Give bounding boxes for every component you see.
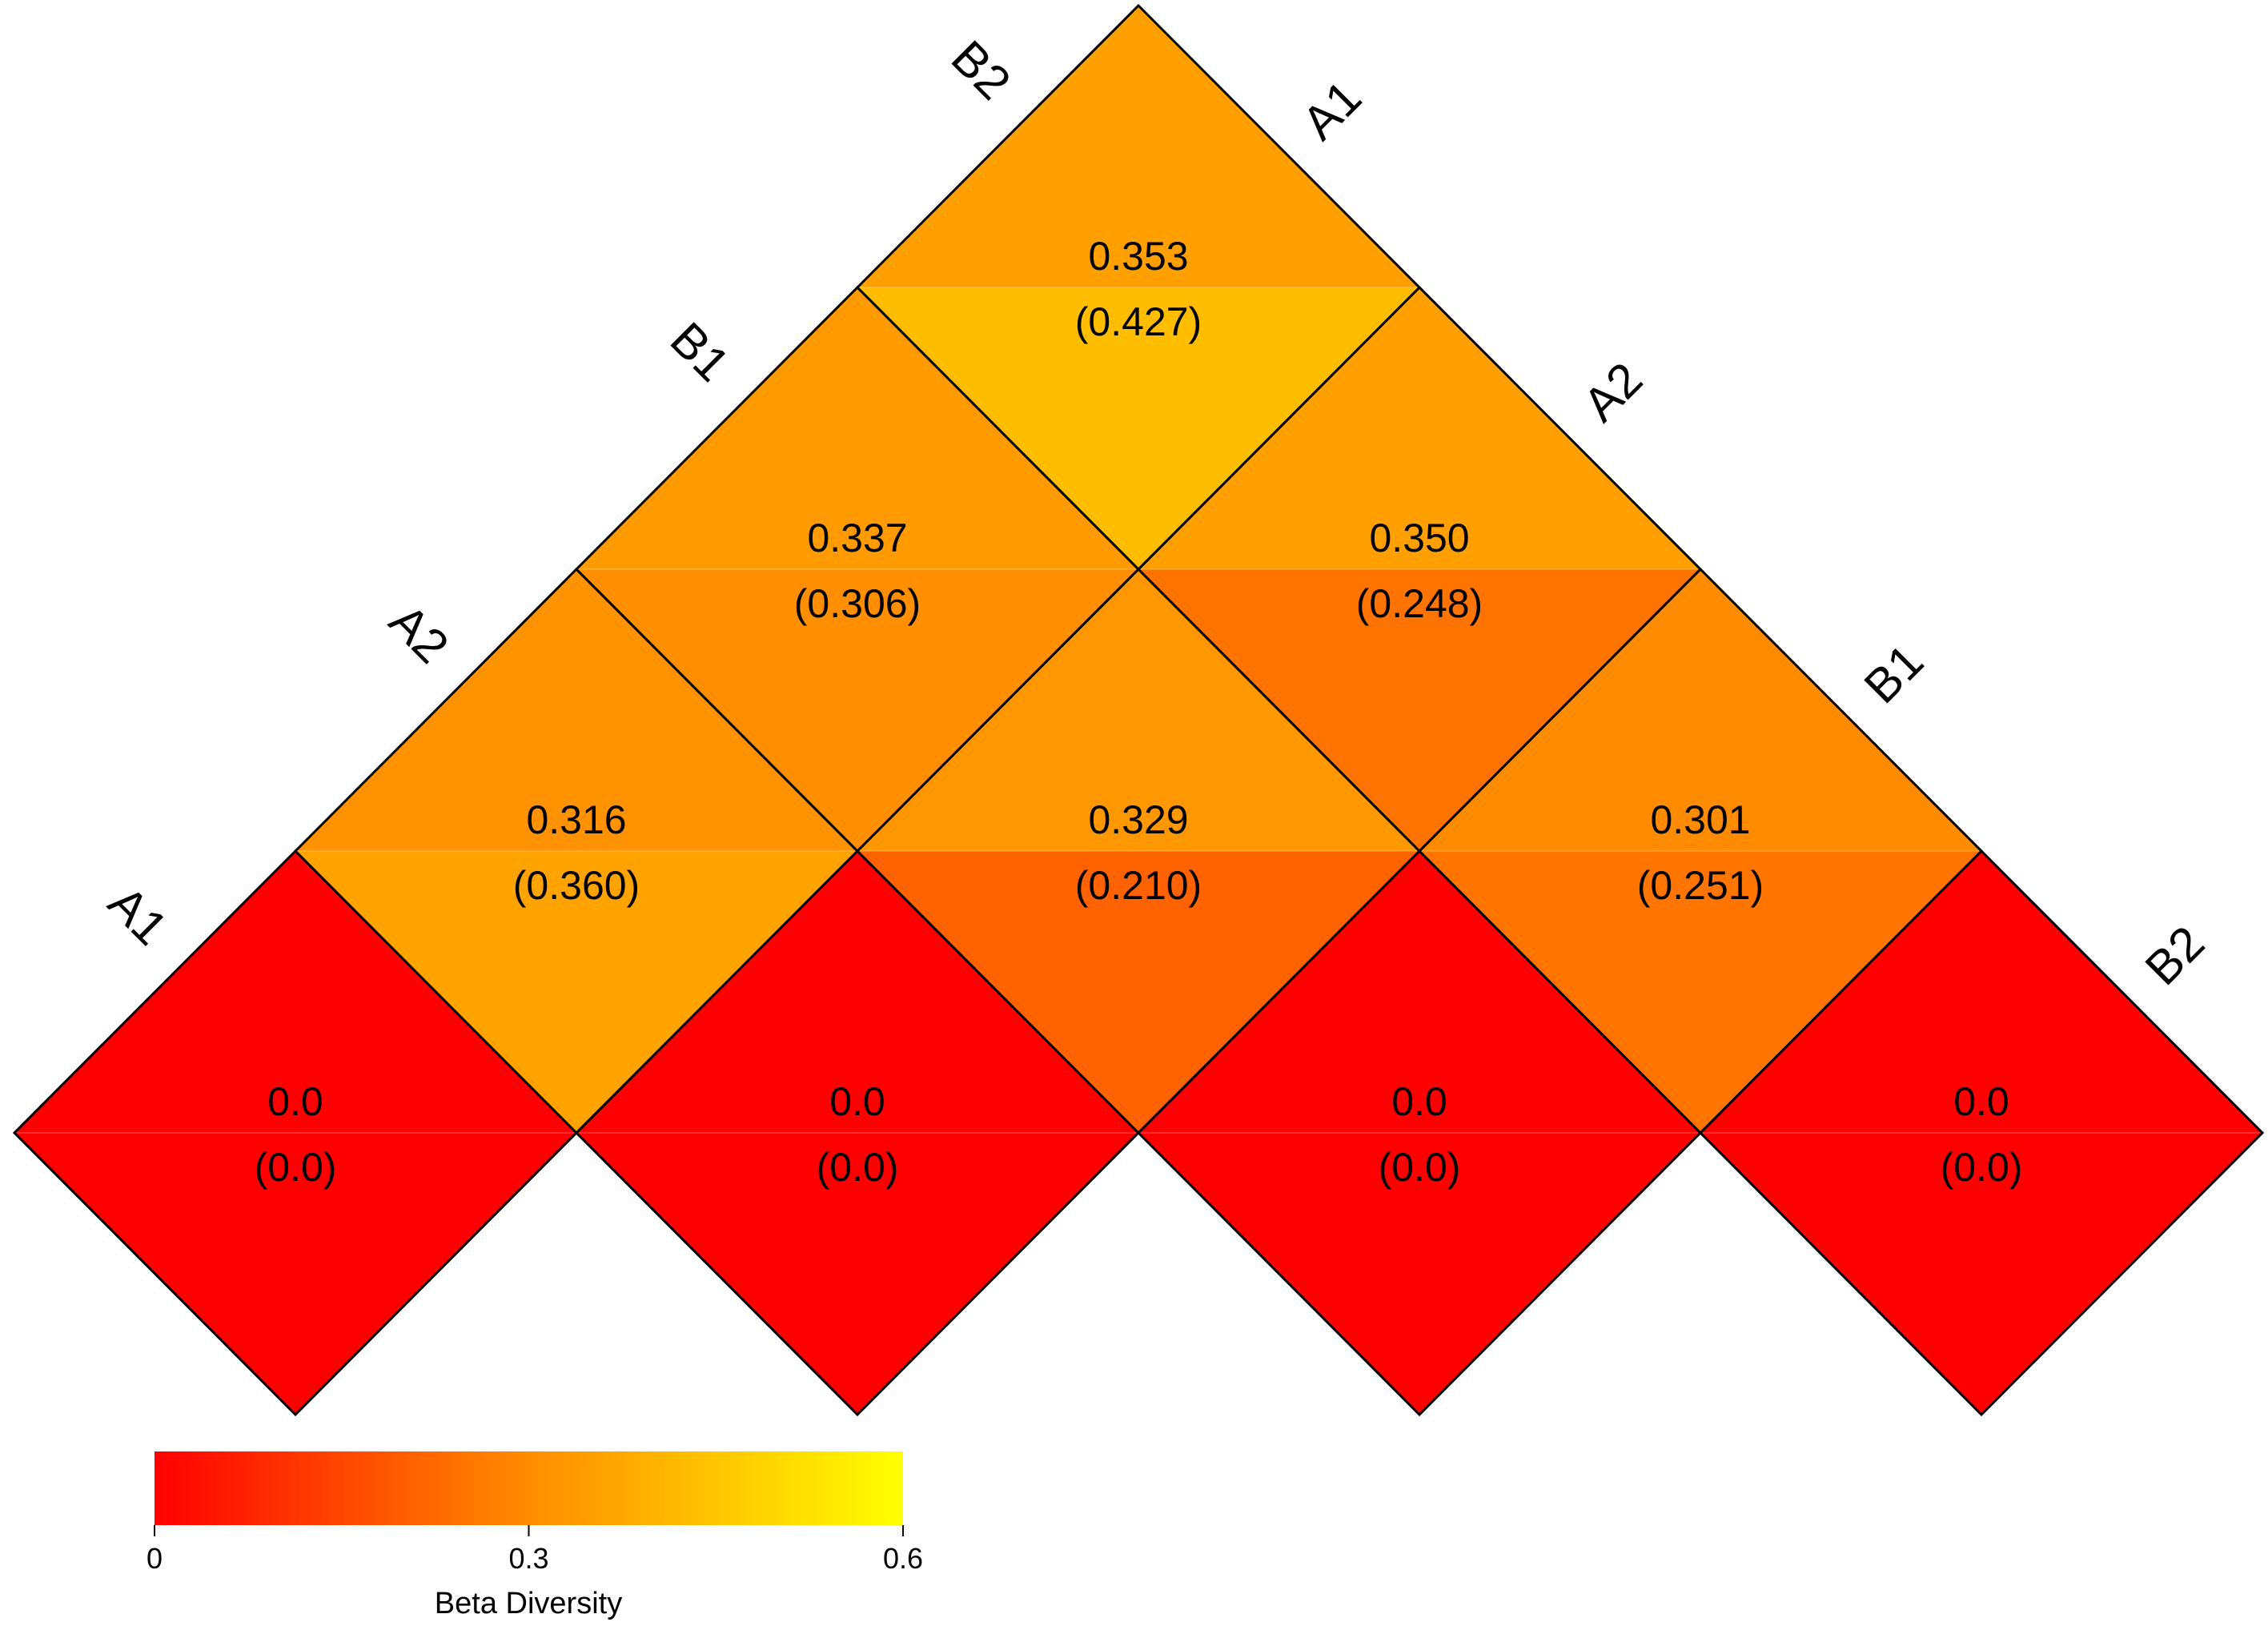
cell-lower-half [857,287,1419,569]
cell-secondary-value-label: (0.360) [513,863,640,908]
cell-upper-half [576,287,1138,569]
left-axis-label: B2 [941,30,1021,110]
cell-lower-half [576,569,1138,851]
colorbar [155,1451,903,1525]
cell-upper-half [295,569,857,851]
cell-lower-half [857,851,1419,1133]
cell-lower-half [1138,1133,1700,1415]
cell-upper-half [857,569,1419,851]
cell-value-label: 0.301 [1650,797,1750,842]
cell-upper-half [1138,851,1700,1133]
left-axis-label: A2 [379,594,459,673]
cell-value-label: 0.0 [1391,1079,1447,1124]
right-axis-label: B1 [1854,634,1933,713]
heatmap-cell: 0.337 (0.306) [574,285,1141,853]
heatmap-cell: 0.0 (0.0) [1136,849,1703,1417]
heatmap-cell: 0.0 (0.0) [1698,849,2265,1417]
right-axis-label: A1 [1292,70,1371,150]
cell-value-label: 0.0 [829,1079,885,1124]
cell-secondary-value-label: (0.210) [1075,863,1202,908]
cell-secondary-value-label: (0.427) [1075,299,1202,344]
cell-secondary-value-label: (0.0) [817,1145,899,1190]
cell-secondary-value-label: (0.0) [255,1145,337,1190]
left-axis-label: A1 [98,876,178,955]
cell-secondary-value-label: (0.0) [1379,1145,1461,1190]
heatmap-cell: 0.0 (0.0) [12,849,579,1417]
cell-upper-half [1419,569,1981,851]
cell-border [855,3,1422,572]
colorbar-title: Beta Diversity [435,1587,622,1620]
cell-value-label: 0.350 [1369,516,1469,560]
cell-value-label: 0.329 [1088,797,1188,842]
cell-lower-half [295,851,857,1133]
colorbar-tick-label: 0.3 [508,1542,548,1575]
cell-value-label: 0.316 [526,797,626,842]
cell-secondary-value-label: (0.306) [794,581,921,626]
cell-lower-half [576,1133,1138,1415]
cell-secondary-value-label: (0.248) [1356,581,1483,626]
cell-lower-half [1419,851,1981,1133]
right-axis-label: B2 [2135,916,2214,995]
cell-upper-half [14,851,576,1133]
cell-upper-half [576,851,1138,1133]
heatmap-cell: 0.350 (0.248) [1136,285,1703,853]
cell-secondary-value-label: (0.251) [1637,863,1764,908]
cell-upper-half [857,6,1419,287]
cell-upper-half [1138,287,1700,569]
left-axis-label: B1 [660,312,740,391]
heatmap-cells: 0.0 (0.0) 0.0 (0.0) 0.0 (0.0) 0.0 (0.0) 0.316 (0.… [12,3,2265,1417]
colorbar-legend: 0 0.3 0.6 Beta Diversity [147,1451,923,1620]
colorbar-ticks: 0 0.3 0.6 [147,1525,923,1575]
cell-value-label: 0.353 [1088,234,1188,279]
heatmap-cell: 0.316 (0.360) [293,567,860,1135]
right-axis-label: A2 [1573,352,1652,432]
colorbar-tick-label: 0.6 [883,1542,923,1575]
colorbar-tick-label: 0 [147,1542,163,1575]
cell-lower-half [1138,569,1700,851]
cell-value-label: 0.337 [807,516,907,560]
cell-lower-half [14,1133,576,1415]
cell-upper-half [1700,851,2262,1133]
cell-value-label: 0.0 [267,1079,323,1124]
cell-secondary-value-label: (0.0) [1941,1145,2023,1190]
cell-value-label: 0.0 [1953,1079,2009,1124]
heatmap-cell: 0.353 (0.427) [855,3,1422,572]
cell-lower-half [1700,1133,2262,1415]
